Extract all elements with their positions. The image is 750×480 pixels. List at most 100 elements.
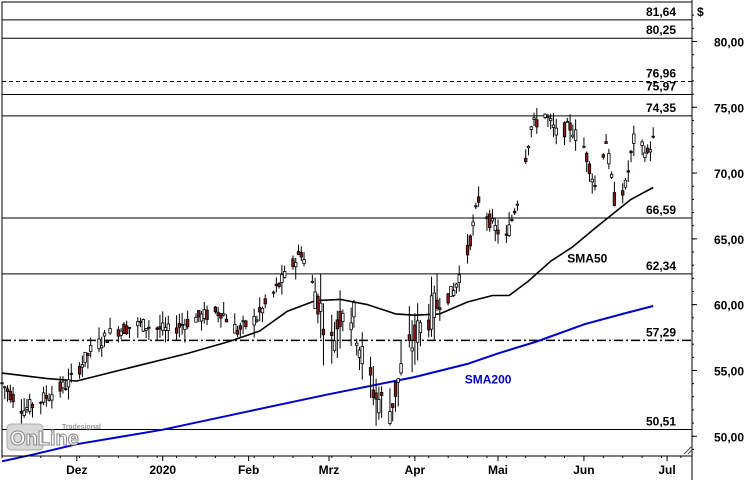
y-tick-label-2: 60,00 bbox=[714, 299, 744, 313]
currency-symbol: $ bbox=[697, 5, 704, 19]
candle-body bbox=[216, 311, 220, 316]
level-label-6: 62,34 bbox=[646, 259, 676, 273]
level-label-5: 66,59 bbox=[646, 203, 676, 217]
candle-body bbox=[238, 325, 242, 330]
candle-body bbox=[648, 149, 653, 153]
candle-body bbox=[357, 349, 362, 358]
candle-body bbox=[590, 178, 594, 183]
candle-body bbox=[39, 401, 43, 404]
candle-body bbox=[252, 316, 256, 326]
candle-body bbox=[155, 327, 159, 330]
candle-body bbox=[233, 323, 237, 334]
candle-body bbox=[607, 153, 611, 165]
candle-body bbox=[30, 403, 35, 408]
candle-body bbox=[621, 190, 625, 196]
annotation-sma50: SMA50 bbox=[567, 252, 607, 266]
candle-body bbox=[399, 363, 403, 374]
candle-body bbox=[493, 224, 497, 231]
candle-body bbox=[296, 251, 301, 255]
candle-body bbox=[299, 252, 303, 258]
candle-body bbox=[640, 141, 644, 146]
candle-body bbox=[496, 229, 500, 235]
logo-subtext: Tradesignal bbox=[62, 424, 101, 431]
candle-body bbox=[646, 147, 650, 153]
candle-body bbox=[407, 334, 411, 341]
candle-body bbox=[355, 342, 359, 346]
candle-body bbox=[371, 389, 375, 398]
candle-body bbox=[604, 141, 608, 144]
candle-body bbox=[125, 325, 129, 335]
candle-body bbox=[485, 216, 489, 220]
candle-body bbox=[551, 124, 556, 128]
y-tick-label-5: 75,00 bbox=[714, 101, 744, 115]
candle-body bbox=[432, 292, 436, 318]
candle-body bbox=[571, 134, 575, 138]
candle-body bbox=[144, 328, 148, 331]
candle-body bbox=[338, 310, 342, 328]
candle-body bbox=[593, 185, 597, 187]
candle-body bbox=[609, 173, 614, 178]
candle-body bbox=[510, 219, 514, 221]
candle-body bbox=[474, 205, 478, 208]
candle-body bbox=[122, 323, 126, 335]
candle-body bbox=[546, 116, 550, 118]
candle-body bbox=[651, 135, 655, 138]
candle-body bbox=[294, 261, 298, 268]
candle-body bbox=[352, 302, 356, 318]
candle-body bbox=[330, 331, 334, 336]
candle-body bbox=[438, 307, 442, 310]
sma200-series bbox=[1, 305, 654, 463]
candle-body bbox=[310, 280, 315, 283]
candle-body bbox=[490, 218, 495, 222]
candle-body bbox=[471, 221, 475, 227]
candle-body bbox=[465, 245, 470, 256]
candle-body bbox=[388, 411, 392, 424]
candle-body bbox=[64, 388, 68, 391]
candle-body bbox=[612, 192, 617, 206]
sma200-line bbox=[1, 305, 654, 463]
candle-body bbox=[543, 113, 547, 118]
candle-body bbox=[449, 286, 453, 298]
candle-body bbox=[377, 399, 381, 414]
candle-body bbox=[601, 154, 605, 158]
x-tick-label-2: Feb bbox=[238, 463, 259, 477]
candle-body bbox=[515, 203, 520, 206]
candle-body bbox=[197, 310, 201, 318]
candle-body bbox=[213, 306, 218, 313]
candle-body bbox=[97, 338, 101, 350]
level-label-2: 76,96 bbox=[646, 66, 676, 80]
candle-body bbox=[554, 127, 558, 136]
candle-body bbox=[50, 394, 54, 401]
candle-body bbox=[255, 319, 259, 322]
candle-body bbox=[488, 213, 492, 229]
candle-body bbox=[19, 410, 24, 414]
candle-body bbox=[332, 340, 337, 352]
candle-body bbox=[158, 326, 162, 330]
candle-body bbox=[413, 324, 417, 341]
candle-body bbox=[186, 319, 190, 328]
candle-body bbox=[277, 282, 281, 288]
candle-body bbox=[623, 179, 628, 188]
level-label-0: 81,64 bbox=[646, 5, 676, 19]
candle-body bbox=[161, 322, 165, 331]
candle-body bbox=[410, 347, 414, 352]
candle-body bbox=[452, 290, 456, 296]
candle-body bbox=[66, 379, 71, 388]
candle-body bbox=[476, 196, 481, 203]
candle-body bbox=[44, 394, 48, 399]
candle-body bbox=[535, 119, 539, 128]
candle-body bbox=[360, 346, 364, 365]
candle-body bbox=[58, 381, 62, 392]
candle-body bbox=[582, 145, 586, 148]
candle-body bbox=[102, 332, 107, 337]
y-tick-label-4: 70,00 bbox=[714, 167, 744, 181]
candle-body bbox=[116, 329, 121, 337]
candle-body bbox=[319, 302, 323, 312]
candle-body bbox=[89, 344, 93, 352]
logo-badge bbox=[6, 423, 44, 451]
candle-body bbox=[316, 295, 320, 315]
candle-body bbox=[271, 291, 276, 294]
candle-body bbox=[127, 326, 132, 329]
candle-body bbox=[141, 319, 145, 332]
